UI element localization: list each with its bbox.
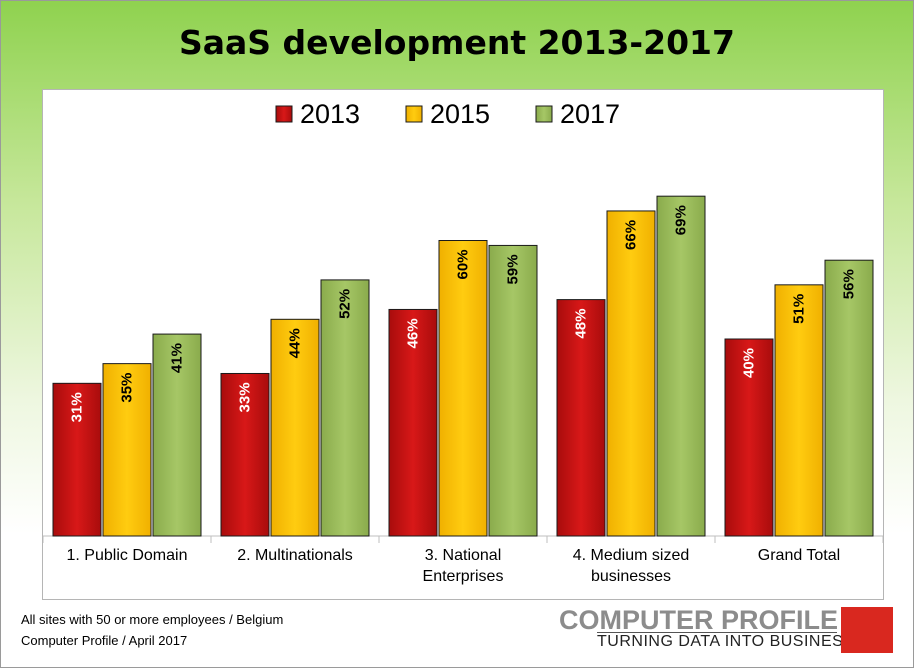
bar-2013-4 <box>556 299 606 537</box>
x-tick-label: 2. Multinationals <box>237 547 353 564</box>
data-label: 40% <box>741 348 758 378</box>
logo-red-square-icon <box>841 607 893 653</box>
legend-label-2017: 2017 <box>560 99 620 129</box>
bar-2017-5 <box>824 259 874 537</box>
logo-tagline: TURNING DATA INTO BUSINESS <box>597 633 855 650</box>
legend-swatch-2013 <box>275 105 293 123</box>
bar-chart: 2013 2015 2017 31% 35% 41% 33% 44% 52% 46% 60% 59%… <box>42 99 884 585</box>
data-label: 52% <box>337 289 354 319</box>
bar-2017-2 <box>320 279 370 537</box>
footer-line-1: All sites with 50 or more employees / Be… <box>21 612 284 627</box>
legend-label-2013: 2013 <box>300 99 360 129</box>
footer-line-2: Computer Profile / April 2017 <box>21 633 188 648</box>
data-label: 48% <box>573 309 590 339</box>
x-axis-labels: 1. Public Domain 2. Multinationals 3. Nati… <box>67 547 841 585</box>
data-label: 33% <box>237 382 254 412</box>
legend-label-2015: 2015 <box>430 99 490 129</box>
data-label: 59% <box>505 254 522 284</box>
bars: 31% 35% 41% 33% 44% 52% 46% 60% 59% 48% 66% 69% 40% 5… <box>42 195 884 543</box>
x-tick-label: 4. Medium sized businesses <box>573 547 690 585</box>
bar-2017-4 <box>656 195 706 537</box>
plot-area: 2013 2015 2017 31% 35% 41% 33% 44% 52% 46% 60% 59%… <box>42 89 884 600</box>
chart-title: SaaS development 2013-2017 <box>179 23 735 62</box>
bar-2017-1 <box>152 333 202 537</box>
footer-note: All sites with 50 or more employees / Be… <box>21 609 283 651</box>
legend-swatch-2017 <box>535 105 553 123</box>
x-tick-label: 3. National Enterprises <box>423 547 504 585</box>
bar-2015-5 <box>774 284 824 537</box>
data-label: 66% <box>623 220 640 250</box>
bar-2017-3 <box>488 244 538 537</box>
logo-name: COMPUTER PROFILE <box>559 605 839 635</box>
x-tick-label: Grand Total <box>758 547 840 564</box>
bar-2015-1 <box>102 363 152 537</box>
data-label: 69% <box>673 205 690 235</box>
data-label: 60% <box>455 249 472 279</box>
bar-2013-2 <box>220 372 270 537</box>
data-label: 35% <box>119 373 136 403</box>
bar-2015-4 <box>606 210 656 537</box>
data-label: 31% <box>69 392 86 422</box>
logo-divider <box>597 632 837 633</box>
data-label: 56% <box>841 269 858 299</box>
bar-2013-1 <box>52 382 102 537</box>
bar-2013-5 <box>724 338 774 537</box>
company-logo: COMPUTER PROFILE TURNING DATA INTO BUSIN… <box>557 605 893 653</box>
bar-2013-3 <box>388 308 438 537</box>
data-label: 41% <box>169 343 186 373</box>
legend-swatch-2015 <box>405 105 423 123</box>
x-tick-label: 1. Public Domain <box>67 547 188 564</box>
bar-2015-2 <box>270 318 320 537</box>
data-label: 44% <box>287 328 304 358</box>
data-label: 51% <box>791 294 808 324</box>
legend: 2013 2015 2017 <box>275 99 620 129</box>
bar-2015-3 <box>438 240 488 537</box>
data-label: 46% <box>405 318 422 348</box>
